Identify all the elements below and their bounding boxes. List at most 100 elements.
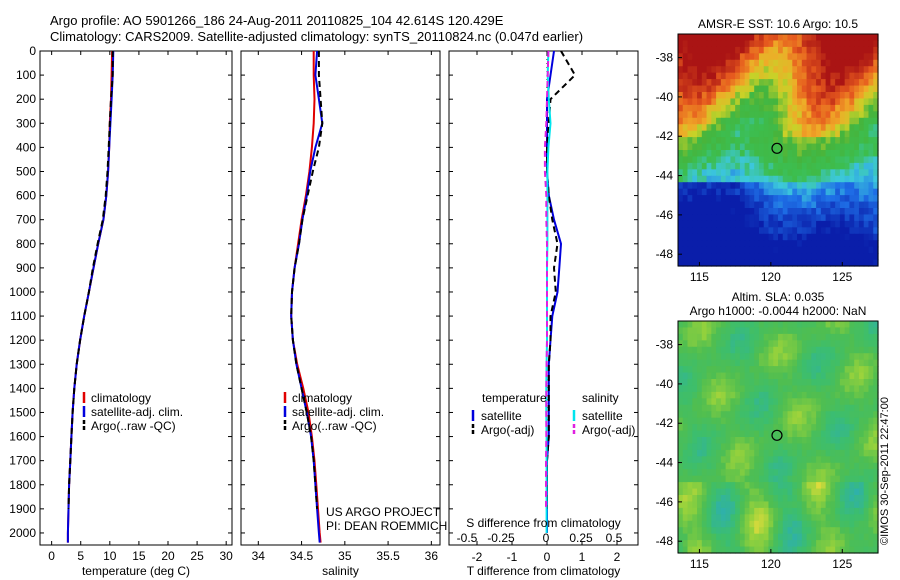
heatmap-cell <box>692 233 698 241</box>
heatmap-cell <box>735 233 741 241</box>
heatmap-cell <box>863 333 870 341</box>
heatmap-cell <box>716 327 722 335</box>
heatmap-cell <box>797 430 803 438</box>
heatmap-cell <box>768 327 774 335</box>
heatmap-cell <box>844 46 851 54</box>
heatmap-cell <box>697 449 703 457</box>
heatmap-cell <box>801 40 808 48</box>
heatmap-cell <box>835 98 841 106</box>
heatmap-cell <box>797 130 803 138</box>
heatmap-cell <box>792 98 798 106</box>
heatmap-cell <box>678 366 684 374</box>
heatmap-cell <box>844 437 851 445</box>
heatmap-cell <box>744 214 751 222</box>
heatmap-cell <box>778 98 784 106</box>
map-title: Altim. SLA: 0.035 <box>732 290 825 304</box>
heatmap-cell <box>839 507 846 515</box>
heatmap-cell <box>730 150 736 158</box>
heatmap-cell <box>701 162 708 170</box>
heatmap-cell <box>739 227 746 235</box>
heatmap-cell <box>758 507 765 515</box>
heatmap-cell <box>735 533 741 541</box>
heatmap-cell <box>844 391 851 399</box>
heatmap-cell <box>839 92 846 100</box>
heatmap-cell <box>839 540 846 548</box>
heatmap-cell <box>768 117 774 125</box>
heatmap-cell <box>682 533 689 541</box>
heatmap-cell <box>835 246 841 254</box>
heatmap-cell <box>873 533 879 541</box>
heatmap-cell <box>744 327 751 335</box>
heatmap-cell <box>763 201 770 209</box>
heatmap-cell <box>711 162 717 170</box>
heatmap-cell <box>720 85 727 93</box>
heatmap-cell <box>835 188 841 196</box>
heatmap-cell <box>854 469 860 477</box>
heatmap-cell <box>716 201 722 209</box>
heatmap-cell <box>830 520 836 528</box>
heatmap-cell <box>825 449 831 457</box>
heatmap-cell <box>730 66 736 74</box>
heatmap-cell <box>811 333 817 341</box>
heatmap-cell <box>825 540 831 548</box>
heatmap-cell <box>839 227 846 235</box>
heatmap-cell <box>844 182 851 190</box>
heatmap-cell <box>735 501 741 509</box>
heatmap-cell <box>811 372 817 380</box>
heatmap-cell <box>849 540 855 548</box>
heatmap-cell <box>849 98 855 106</box>
heatmap-cell <box>758 488 765 496</box>
heatmap-cell <box>863 46 870 54</box>
heatmap-cell <box>816 462 822 470</box>
heatmap-cell <box>816 359 822 367</box>
x-axis-label: salinity <box>322 564 359 578</box>
heatmap-cell <box>801 246 808 254</box>
heatmap-cell <box>816 430 822 438</box>
heatmap-cell <box>687 340 693 348</box>
heatmap-cell <box>744 208 751 216</box>
heatmap-cell <box>806 398 812 406</box>
heatmap-cell <box>682 253 689 261</box>
heatmap-cell <box>854 175 860 183</box>
heatmap-cell <box>716 475 722 483</box>
heatmap-cell <box>849 137 855 145</box>
heatmap-cell <box>739 482 746 490</box>
heatmap-cell <box>735 404 741 412</box>
heatmap-cell <box>749 240 755 248</box>
heatmap-cell <box>797 150 803 158</box>
heatmap-cell <box>787 353 793 361</box>
heatmap-cell <box>801 169 808 177</box>
heatmap-cell <box>835 546 841 554</box>
heatmap-cell <box>744 346 751 354</box>
heatmap-cell <box>787 85 793 93</box>
heatmap-cell <box>863 482 870 490</box>
heatmap-cell <box>825 175 831 183</box>
heatmap-cell <box>820 327 827 335</box>
heatmap-cell <box>744 201 751 209</box>
heatmap-cell <box>749 372 755 380</box>
heatmap-cell <box>868 59 874 67</box>
heatmap-cell <box>720 333 727 341</box>
heatmap-cell <box>778 353 784 361</box>
heatmap-cell <box>678 469 684 477</box>
heatmap-cell <box>678 456 684 464</box>
heatmap-cell <box>739 182 746 190</box>
heatmap-cell <box>706 404 712 412</box>
heatmap-cell <box>773 175 779 183</box>
heatmap-cell <box>758 220 765 228</box>
heatmap-cell <box>830 327 836 335</box>
legend-label: climatology <box>91 391 151 405</box>
heatmap-cell <box>682 520 689 528</box>
heatmap-cell <box>816 475 822 483</box>
heatmap-cell <box>773 143 779 151</box>
heatmap-cell <box>725 507 731 515</box>
heatmap-cell <box>782 162 789 170</box>
heatmap-cell <box>839 124 846 132</box>
heatmap-cell <box>863 527 870 535</box>
heatmap-cell <box>716 404 722 412</box>
heatmap-cell <box>725 98 731 106</box>
heatmap-cell <box>787 424 793 432</box>
heatmap-cell <box>873 220 879 228</box>
heatmap-cell <box>778 72 784 80</box>
heatmap-cell <box>854 475 860 483</box>
